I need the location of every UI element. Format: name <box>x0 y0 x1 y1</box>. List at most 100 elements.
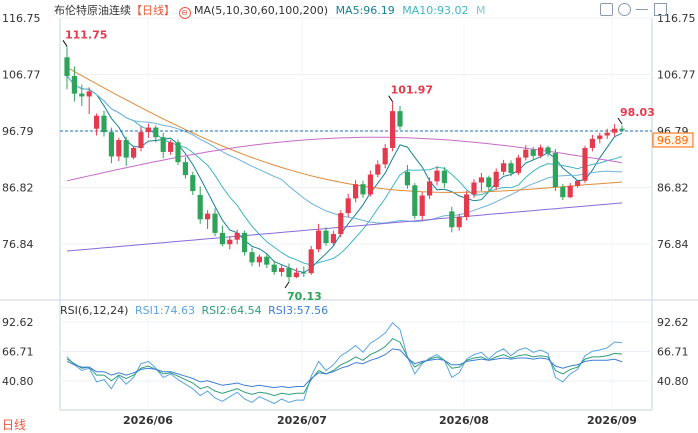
x-tick-label: 2026/07 <box>277 414 327 427</box>
minimize-icon[interactable] <box>636 9 648 10</box>
candle-body <box>367 174 373 195</box>
candle-body <box>441 170 447 184</box>
y-tick-label-left: 96.79 <box>2 125 34 138</box>
candle-body <box>538 147 544 156</box>
candle-body <box>190 175 196 191</box>
candle-body <box>545 147 551 154</box>
candle-body <box>338 213 344 235</box>
rsi-tick-label-right: 66.71 <box>657 346 689 359</box>
candle-body <box>219 232 225 245</box>
candle-body <box>552 153 558 188</box>
candle-body <box>242 232 248 253</box>
candle-body <box>560 187 566 198</box>
more-ma-label: M <box>476 4 486 17</box>
candle-body <box>397 111 403 127</box>
candle-body <box>501 163 507 172</box>
candle-body <box>456 217 462 228</box>
chart-header: 布伦特原油连续【日线】 ⊖ MA(5,10,30,60,100,200) MA5… <box>54 2 486 19</box>
y-tick-label-right: 106.77 <box>657 69 696 82</box>
toolbar <box>600 3 696 17</box>
candle-body <box>249 252 255 263</box>
x-tick-label: 2026/09 <box>587 414 637 427</box>
ma10-line <box>66 75 623 266</box>
y-tick-label-left: 76.84 <box>2 238 34 251</box>
candle-body <box>567 185 573 198</box>
candle-body <box>345 198 351 214</box>
rsi2-line <box>66 337 623 397</box>
candle-body <box>530 149 536 156</box>
rsi-tick-label-left: 92.62 <box>2 316 34 329</box>
candle-body <box>353 184 359 199</box>
candle-body <box>597 135 603 139</box>
candle-body <box>382 147 388 165</box>
candle-body <box>271 264 277 272</box>
rsi3-line <box>66 348 623 389</box>
candle-body <box>256 256 262 263</box>
ma-label: MA(5,10,30,60,100,200) <box>194 4 329 17</box>
annotation-high-1: 111.75 <box>65 28 107 41</box>
y-tick-label-left: 116.75 <box>2 12 41 25</box>
candle-body <box>478 177 484 183</box>
expand-icon[interactable] <box>654 3 667 16</box>
candle-body <box>308 249 314 274</box>
candle-body <box>160 137 166 152</box>
period-label[interactable]: 【日线】 <box>131 4 175 17</box>
rsi-label: RSI(6,12,24) <box>60 304 129 317</box>
ma-toggle-icon[interactable]: ⊖ <box>178 7 191 19</box>
candle-body <box>508 163 514 173</box>
candle-body <box>264 256 270 265</box>
candle-body <box>212 213 218 233</box>
candle-body <box>116 140 122 157</box>
candle-body <box>582 147 588 181</box>
ma200-line <box>66 202 623 252</box>
brand-text: 日线 <box>2 418 27 432</box>
candle-body <box>375 164 381 175</box>
candle-body <box>286 268 292 278</box>
candle-body <box>316 230 322 250</box>
candle-body <box>182 162 188 176</box>
candle-body <box>612 128 618 133</box>
candle-body <box>153 127 159 138</box>
candle-body <box>227 239 233 245</box>
rsi-tick-label-left: 40.80 <box>2 375 34 388</box>
candle-body <box>94 115 100 129</box>
candle-body <box>464 194 470 218</box>
candle-body <box>449 211 455 228</box>
candle-body <box>427 181 433 196</box>
ma10-value: MA10:93.02 <box>402 4 469 17</box>
rsi2-value: RSI2:64.54 <box>201 304 262 317</box>
candle-body <box>86 91 92 97</box>
rsi-tick-label-left: 66.71 <box>2 346 34 359</box>
rsi3-value: RSI3:57.56 <box>268 304 329 317</box>
y-tick-label-right: 86.82 <box>657 181 689 194</box>
settings-icon[interactable] <box>618 3 631 16</box>
ma100-line <box>66 136 623 182</box>
annotation-last-pointer <box>617 117 623 125</box>
candle-body <box>234 232 240 240</box>
candle-body <box>419 195 425 216</box>
brand-label: 日线 <box>2 416 26 433</box>
y-tick-label-right: 76.84 <box>657 238 689 251</box>
candle-body <box>589 138 595 148</box>
annotation-high-2-pointer <box>388 95 394 102</box>
candle-body <box>108 132 114 157</box>
annotation-low: 70.13 <box>287 290 322 303</box>
candle-body <box>101 115 107 133</box>
ma30-line <box>66 75 623 224</box>
candle-body <box>360 184 366 195</box>
candle-body <box>64 57 70 77</box>
x-tick-label: 2026/08 <box>439 414 489 427</box>
toggle-icon[interactable] <box>600 3 613 16</box>
candle-body <box>145 127 151 133</box>
candle-body <box>123 140 129 158</box>
annotation-low-pointer <box>284 281 290 289</box>
y-tick-label-left: 106.77 <box>2 69 41 82</box>
y-tick-label-left: 86.82 <box>2 181 34 194</box>
candle-body <box>412 185 418 216</box>
candle-body <box>434 170 440 182</box>
candle-body <box>604 132 610 136</box>
rsi-tick-label-right: 92.62 <box>657 316 689 329</box>
ma5-value: MA5:96.19 <box>335 4 395 17</box>
candle-body <box>301 272 307 274</box>
